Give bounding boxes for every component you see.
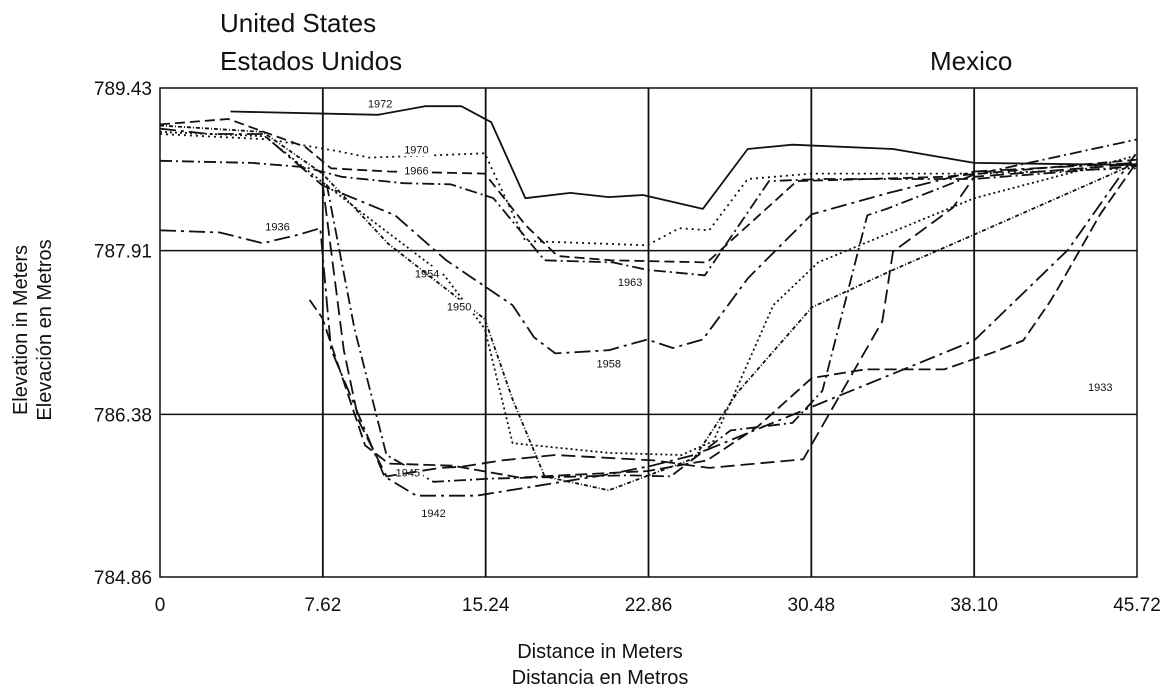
- series-1950-label-bg: [444, 299, 475, 314]
- x-axis-label-en: Distance in Meters: [517, 641, 683, 663]
- x-tick-label: 7.62: [304, 595, 341, 616]
- series-1972-label: 1972: [368, 98, 392, 110]
- series-1936-line: [159, 151, 1138, 497]
- series-1950-line: [159, 124, 1138, 492]
- series-1963-label-bg: [615, 274, 646, 289]
- series-1958-label-bg: [593, 356, 624, 371]
- x-axis-label-es: Distancia en Metros: [512, 667, 689, 689]
- series-1966-label: 1966: [404, 166, 428, 178]
- series-1970-line: [159, 133, 1138, 247]
- y-axis-label-es: Elevación en Metros: [34, 239, 56, 420]
- us-label-en: United States: [220, 8, 376, 38]
- y-tick-label: 786.38: [94, 405, 152, 426]
- series-1954-line: [159, 131, 1138, 456]
- series-1942-line: [321, 163, 1138, 478]
- series-1933-label: 1933: [1088, 382, 1112, 394]
- series-1933-label-bg: [1085, 379, 1116, 394]
- series-1958-line: [159, 127, 1138, 355]
- mexico-label: Mexico: [930, 46, 1012, 76]
- series-1954-label-bg: [412, 266, 443, 281]
- plot-area: 0 7.62 15.24 22.86 30.48 38.10 45.72 789.43 787.…: [94, 79, 1161, 616]
- series-1970-label: 1970: [404, 144, 428, 156]
- series-1970-label-bg: [401, 142, 432, 157]
- y-tick-label: 789.43: [94, 79, 152, 100]
- us-label-es: Estados Unidos: [220, 46, 402, 76]
- x-tick-label: 45.72: [1113, 595, 1161, 616]
- series-1950-label: 1950: [447, 302, 471, 314]
- x-tick-label: 15.24: [462, 595, 510, 616]
- x-tick-label: 38.10: [950, 595, 998, 616]
- series-1945-line: [325, 138, 1138, 483]
- y-tick-label: 784.86: [94, 568, 152, 589]
- series-1942-label-bg: [418, 506, 449, 521]
- series-1966-label-bg: [401, 163, 432, 178]
- y-axis-label-en: Elevation in Meters: [10, 245, 32, 415]
- series-1966-line: [159, 118, 1138, 264]
- series-1972-line: [230, 105, 1138, 210]
- series-1963-line: [159, 159, 1138, 277]
- y-tick-label: 787.91: [94, 242, 152, 263]
- series-1972-label-bg: [365, 96, 396, 111]
- series-1942-label: 1942: [421, 508, 445, 520]
- series-1933-line: [308, 161, 1138, 479]
- series-1936-label-bg: [262, 219, 293, 234]
- x-tick-label: 0: [155, 595, 166, 616]
- x-tick-label: 30.48: [788, 595, 836, 616]
- x-tick-label: 22.86: [625, 595, 673, 616]
- series-1963-label: 1963: [618, 277, 642, 289]
- series-1958-label: 1958: [597, 358, 621, 370]
- series-1936-label: 1936: [265, 221, 289, 233]
